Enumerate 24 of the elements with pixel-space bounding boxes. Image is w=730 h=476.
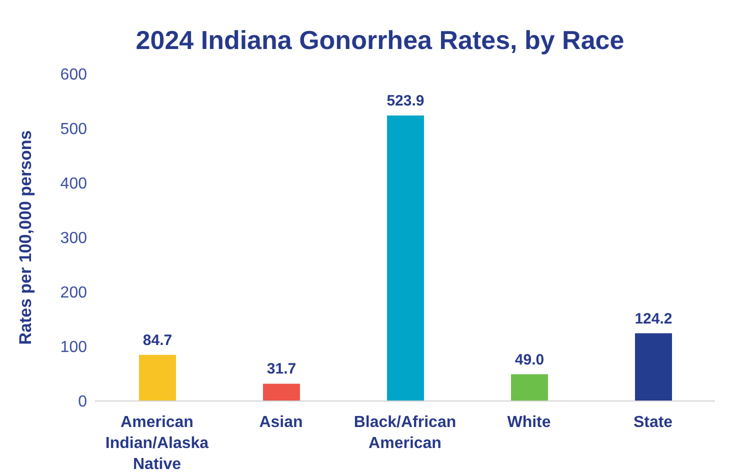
y-tick-label: 100 <box>60 339 88 356</box>
bar <box>635 333 672 401</box>
x-tick-label: Black/African American <box>354 414 456 452</box>
y-tick-label: 200 <box>60 284 88 302</box>
x-tick-label: Asian <box>259 414 303 431</box>
y-tick-label: 600 <box>60 66 88 84</box>
bar <box>263 384 300 401</box>
data-label: 523.9 <box>386 92 424 110</box>
x-tick-label: State <box>633 414 673 431</box>
y-tick-label: 500 <box>60 121 88 138</box>
bar <box>511 374 548 401</box>
y-tick-label: 400 <box>60 176 88 193</box>
chart-title: 2024 Indiana Gonorrhea Rates, by Race <box>134 24 626 57</box>
bar <box>139 354 176 401</box>
y-tick-label: 0 <box>78 394 88 411</box>
y-tick-label: 300 <box>60 230 88 248</box>
data-label: 49.0 <box>514 351 544 368</box>
data-label: 124.2 <box>634 310 672 328</box>
data-label: 31.7 <box>266 360 296 378</box>
bar <box>387 115 424 401</box>
x-tick-label: American Indian/Alaska Native <box>105 414 209 473</box>
y-axis-title: Rates per 100,000 persons <box>16 130 36 345</box>
data-label: 84.7 <box>142 332 172 349</box>
x-tick-label: White <box>507 414 551 431</box>
